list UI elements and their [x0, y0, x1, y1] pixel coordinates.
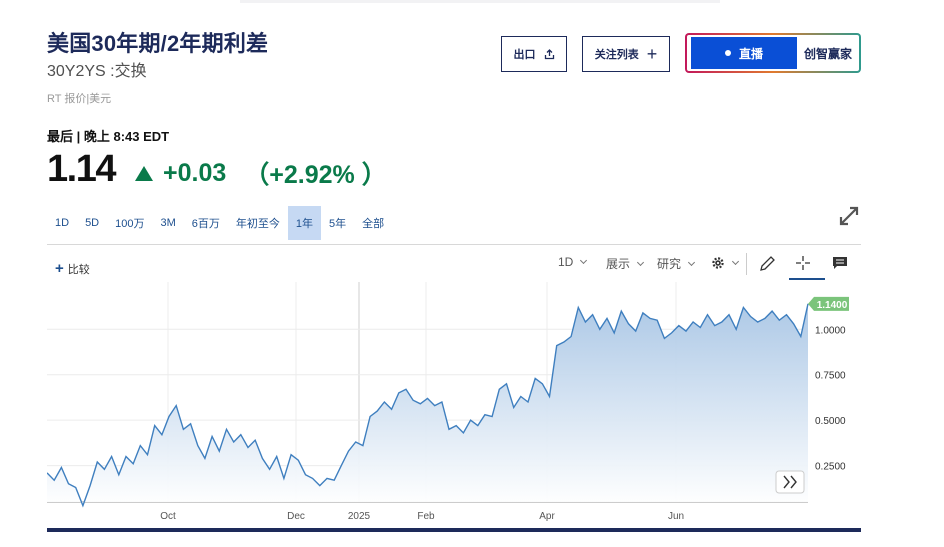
range-tab[interactable]: 3M [160, 217, 176, 229]
top-accent-line [240, 0, 720, 3]
display-label: 展示 [606, 257, 631, 271]
gear-icon [712, 257, 724, 269]
chevron-down-icon [580, 256, 588, 265]
y-tick-label: 0.5000 [815, 416, 846, 427]
y-tick-label: 0.2500 [815, 462, 846, 473]
quote-source: RT 报价|美元 [47, 93, 112, 105]
range-tab[interactable]: 100万 [115, 218, 145, 230]
up-arrow-icon [135, 165, 153, 181]
change-value: +0.03 [163, 158, 227, 187]
interval-label: 1D [558, 255, 574, 269]
export-button[interactable]: 出口 [501, 36, 567, 72]
display-dropdown[interactable]: 展示 [606, 255, 645, 272]
live-promo: 直播 创智赢家 [685, 33, 861, 73]
x-tick-label: Feb [417, 511, 435, 522]
spread-chart[interactable]: Oct Dec 2025 Feb Apr Jun 1.0000 0.7500 0.5000 0.… [47, 282, 877, 522]
range-tab[interactable]: 1D [55, 217, 70, 229]
settings-dropdown[interactable] [711, 256, 740, 270]
last-price: 1.14 [47, 148, 116, 190]
export-label: 出口 [513, 49, 536, 61]
research-dropdown[interactable]: 研究 [657, 255, 696, 272]
divider [47, 244, 861, 245]
research-label: 研究 [657, 257, 682, 271]
y-tick-label: 0.7500 [815, 371, 846, 382]
chevron-down-icon [687, 258, 696, 266]
watchlist-label: 关注列表 [594, 49, 639, 61]
plus-icon: + [646, 44, 658, 64]
range-tab[interactable]: 6百万 [191, 218, 220, 230]
live-dot-icon [724, 50, 731, 56]
range-tab[interactable]: 年初至今 [235, 218, 280, 230]
range-tab[interactable]: 5D [85, 217, 100, 229]
range-tab[interactable]: 全部 [362, 218, 385, 230]
last-update: 最后 | 晚上 8:43 EDT [47, 129, 170, 144]
brand-link[interactable]: 创智赢家 [803, 46, 852, 61]
series-line [47, 303, 809, 508]
live-label: 直播 [738, 46, 763, 61]
plus-icon: + [55, 260, 64, 277]
last-value-badge [808, 296, 849, 311]
x-tick-label: 2025 [348, 511, 371, 522]
compare-button[interactable]: + 比较 [55, 260, 90, 277]
crosshair-icon[interactable] [795, 255, 811, 271]
x-tick-label: Dec [287, 511, 305, 522]
symbol-subtitle: 30Y2YS :交换 [47, 63, 147, 80]
compare-label: 比较 [67, 263, 90, 276]
last-value-label: 1.1400 [817, 300, 848, 311]
range-tab[interactable]: 5年 [329, 218, 347, 230]
bottom-bar [47, 528, 861, 532]
live-button[interactable]: 直播 [691, 37, 797, 69]
y-tick-label: 1.0000 [815, 325, 846, 336]
page-title: 美国30年期/2年期利差 [47, 31, 269, 56]
x-tick-label: Apr [539, 511, 555, 522]
toolbar-separator [746, 253, 747, 275]
price-change: +0.03 （+2.92% ） [135, 155, 387, 191]
range-tab[interactable]: 1年 [287, 206, 322, 240]
scroll-forward-button[interactable] [775, 470, 805, 494]
series-area [47, 303, 808, 506]
expand-icon[interactable] [838, 205, 860, 227]
share-icon [544, 48, 554, 59]
change-percent: （+2.92% ） [244, 161, 387, 189]
x-tick-label: Jun [668, 511, 684, 522]
pencil-icon[interactable] [759, 255, 776, 272]
crosshair-active-indicator [789, 278, 825, 280]
comment-icon[interactable] [832, 256, 848, 271]
watchlist-button[interactable]: 关注列表 + [582, 36, 670, 72]
chevron-down-icon [731, 257, 740, 266]
range-selector: 1D 5D 100万 3M 6百万 年初至今 1年 5年 全部 [47, 206, 392, 240]
x-tick-label: Oct [160, 511, 176, 522]
double-chevron-right-icon [783, 475, 797, 489]
interval-dropdown[interactable]: 1D [558, 255, 588, 269]
chevron-down-icon [636, 258, 645, 266]
